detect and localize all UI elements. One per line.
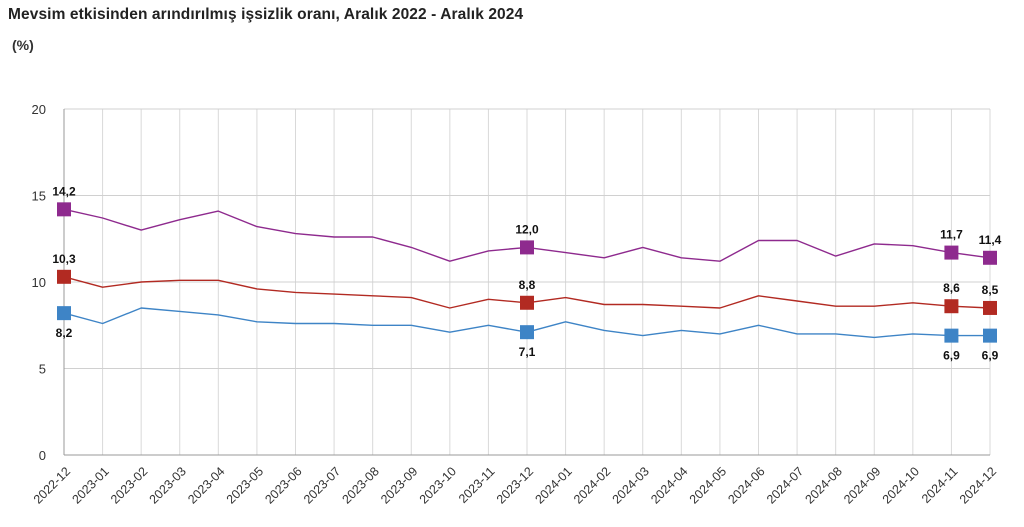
data-marker xyxy=(983,328,997,343)
x-tick-label: 2024-09 xyxy=(841,464,883,506)
data-marker xyxy=(57,306,71,321)
data-marker xyxy=(983,250,997,265)
x-tick-label: 2024-02 xyxy=(571,464,613,506)
y-tick-label: 15 xyxy=(32,189,46,204)
y-tick-label: 0 xyxy=(39,448,46,463)
data-label: 6,9 xyxy=(943,349,960,363)
data-marker xyxy=(520,325,534,340)
data-label: 11,4 xyxy=(979,233,1002,247)
x-tick-label: 2022-12 xyxy=(31,464,73,506)
x-tick-label: 2024-12 xyxy=(957,464,999,506)
x-tick-label: 2023-11 xyxy=(456,464,498,506)
data-marker xyxy=(944,328,959,343)
data-label: 8,2 xyxy=(56,326,73,340)
data-marker xyxy=(520,295,534,310)
x-tick-label: 2024-04 xyxy=(648,464,690,506)
y-tick-label: 10 xyxy=(32,275,46,290)
chart-title: Mevsim etkisinden arındırılmış işsizlik … xyxy=(8,6,524,23)
x-tick-label: 2023-04 xyxy=(185,464,227,506)
x-tick-label: 2023-09 xyxy=(378,464,420,506)
x-tick-label: 2023-02 xyxy=(108,464,150,506)
y-tick-label: 5 xyxy=(39,362,46,377)
x-tick-label: 2024-10 xyxy=(880,464,922,506)
x-tick-label: 2024-03 xyxy=(610,464,652,506)
data-label: 8,6 xyxy=(943,281,960,295)
x-tick-label: 2023-12 xyxy=(494,464,536,506)
x-tick-label: 2023-06 xyxy=(262,464,304,506)
x-tick-label: 2023-03 xyxy=(147,464,189,506)
x-tick-label: 2024-05 xyxy=(687,464,729,506)
x-tick-label: 2023-05 xyxy=(224,464,266,506)
data-label: 8,5 xyxy=(982,283,999,297)
data-label: 6,9 xyxy=(982,349,999,363)
data-label: 11,7 xyxy=(940,228,963,242)
x-tick-label: 2023-10 xyxy=(417,464,459,506)
x-tick-label: 2024-06 xyxy=(725,464,767,506)
x-tick-label: 2023-07 xyxy=(301,464,343,506)
x-tick-label: 2024-01 xyxy=(532,464,574,506)
data-marker xyxy=(983,300,997,315)
y-tick-label: 20 xyxy=(32,102,46,117)
data-marker xyxy=(57,202,71,217)
data-label: 12,0 xyxy=(515,222,539,236)
data-label: 14,2 xyxy=(52,184,76,198)
x-tick-label: 2024-08 xyxy=(803,464,845,506)
data-marker xyxy=(944,299,959,314)
data-marker xyxy=(944,245,959,260)
data-label: 8,8 xyxy=(519,278,536,292)
x-tick-label: 2023-01 xyxy=(69,464,111,506)
x-tick-label: 2024-07 xyxy=(764,464,806,506)
data-label: 7,1 xyxy=(519,345,536,359)
data-label: 10,3 xyxy=(52,252,76,266)
data-marker xyxy=(520,240,534,255)
chart-unit-label: (%) xyxy=(12,37,34,53)
x-tick-label: 2024-11 xyxy=(919,464,961,506)
data-marker xyxy=(57,269,71,284)
x-tick-label: 2023-08 xyxy=(340,464,382,506)
